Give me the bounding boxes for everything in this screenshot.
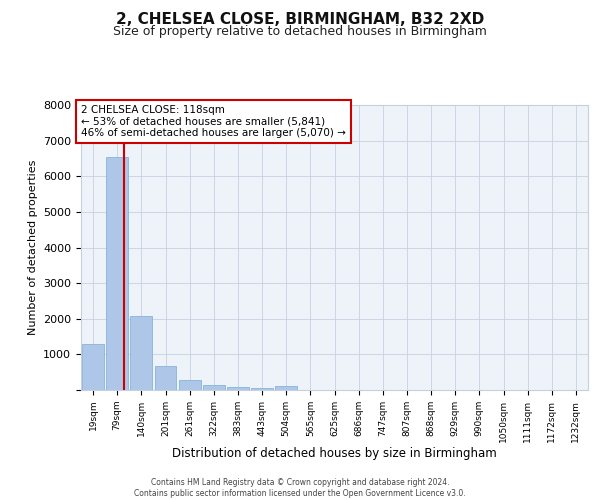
Bar <box>179 380 200 390</box>
Text: 2 CHELSEA CLOSE: 118sqm
← 53% of detached houses are smaller (5,841)
46% of semi: 2 CHELSEA CLOSE: 118sqm ← 53% of detache… <box>81 105 346 138</box>
Text: Contains HM Land Registry data © Crown copyright and database right 2024.
Contai: Contains HM Land Registry data © Crown c… <box>134 478 466 498</box>
Bar <box>251 388 273 390</box>
Text: 2, CHELSEA CLOSE, BIRMINGHAM, B32 2XD: 2, CHELSEA CLOSE, BIRMINGHAM, B32 2XD <box>116 12 484 28</box>
Bar <box>203 386 224 390</box>
Y-axis label: Number of detached properties: Number of detached properties <box>28 160 38 335</box>
Bar <box>106 156 128 390</box>
Bar <box>130 316 152 390</box>
Bar <box>82 344 104 390</box>
Text: Size of property relative to detached houses in Birmingham: Size of property relative to detached ho… <box>113 25 487 38</box>
Bar <box>227 387 249 390</box>
Bar <box>155 366 176 390</box>
Bar <box>275 386 297 390</box>
X-axis label: Distribution of detached houses by size in Birmingham: Distribution of detached houses by size … <box>172 448 497 460</box>
